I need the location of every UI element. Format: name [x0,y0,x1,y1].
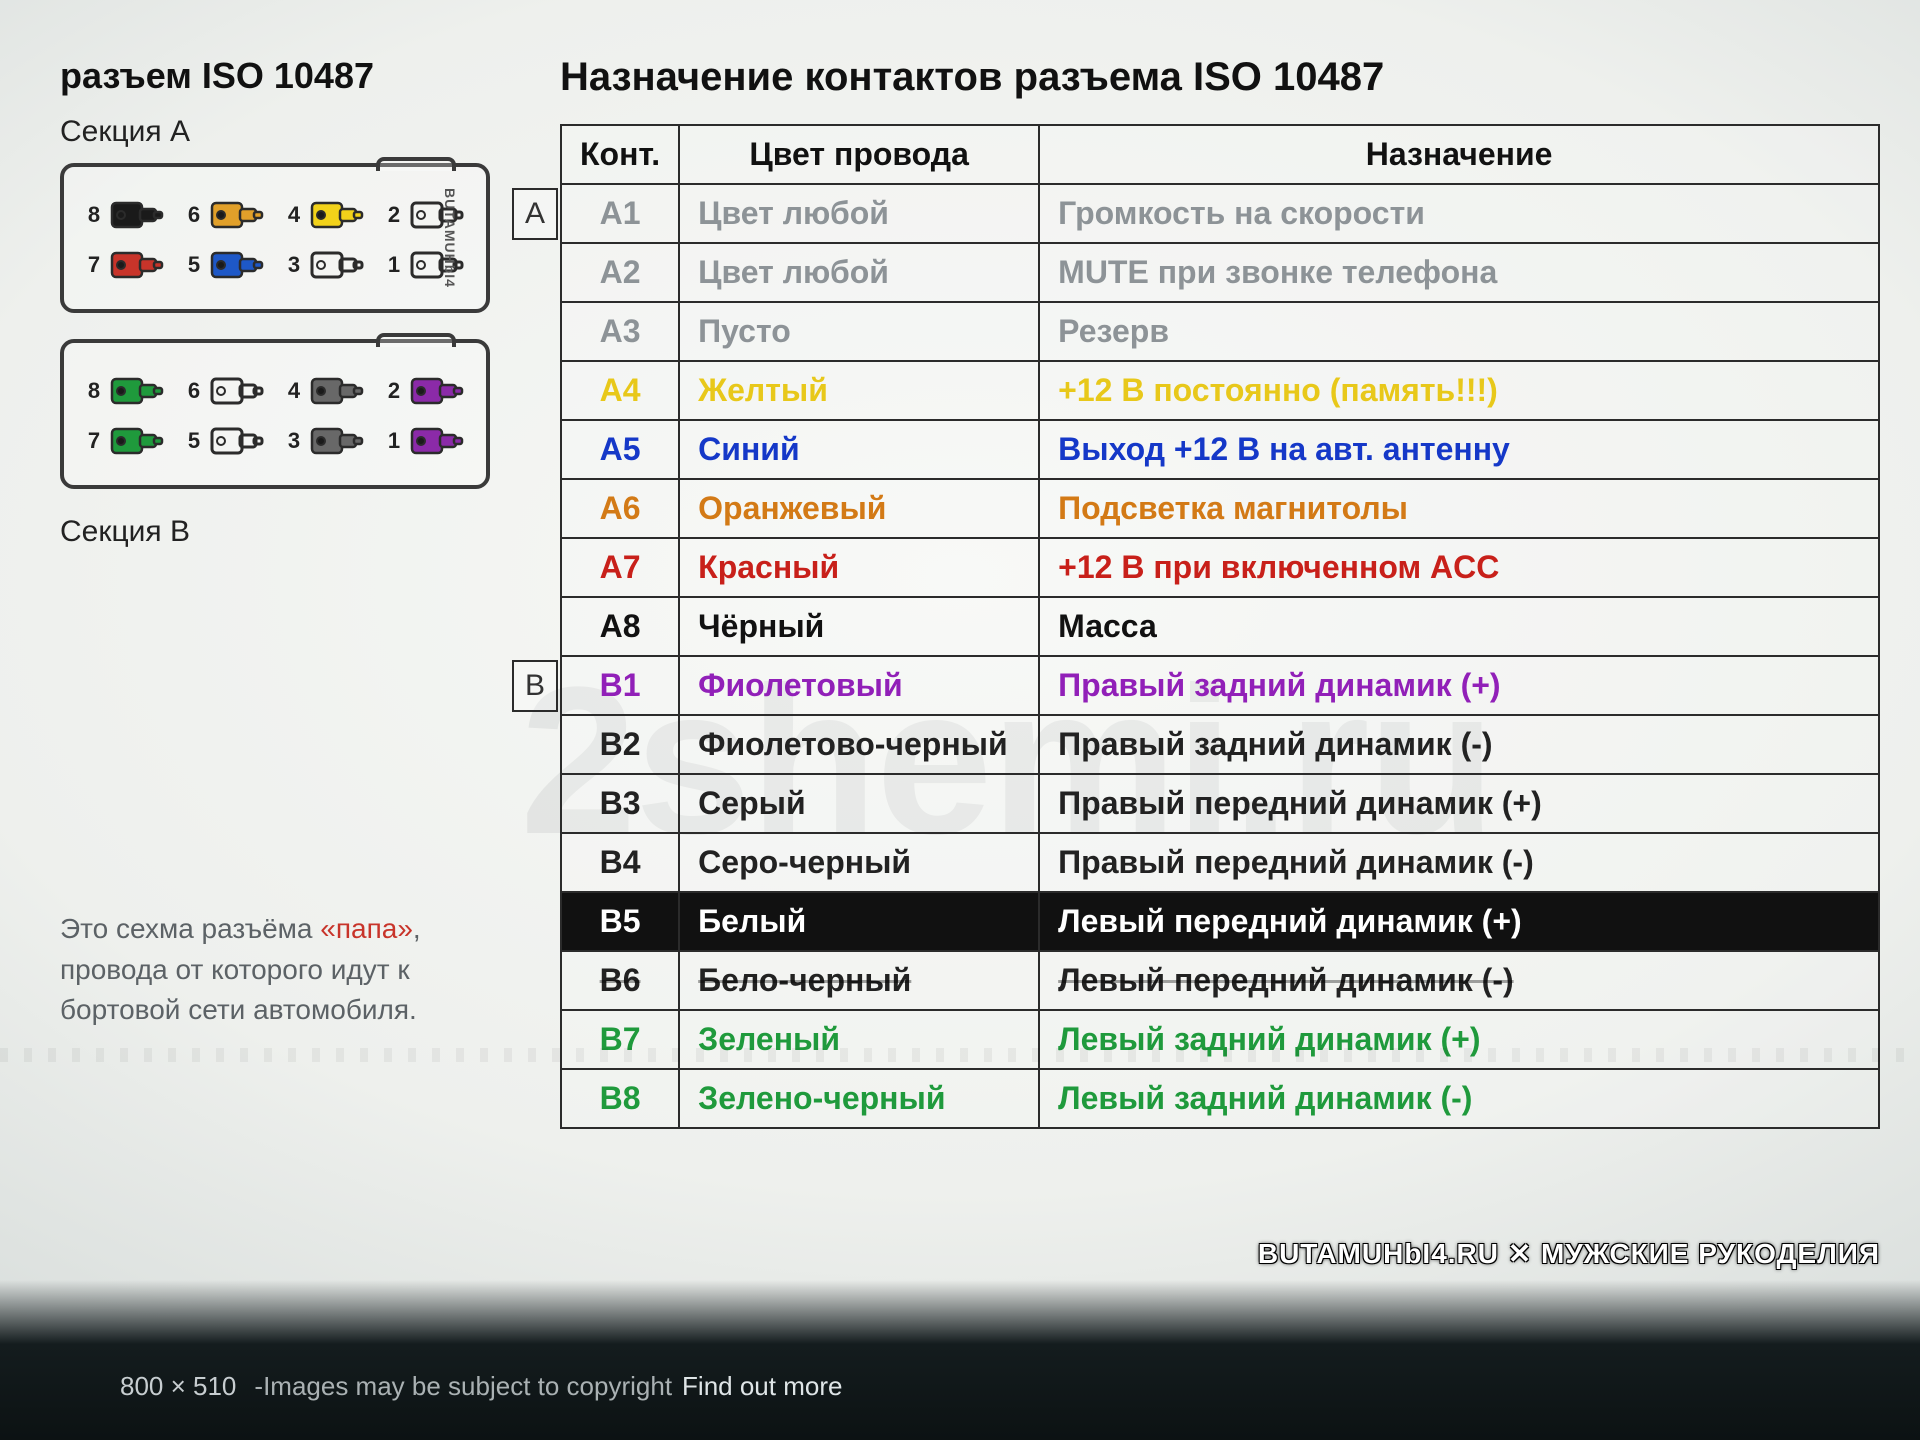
footnote-pre: Это сехма разъёма [60,913,320,944]
row-B3: B3СерыйПравый передний динамик (+) [561,774,1879,833]
row-A5: A5СинийВыход +12 В на авт. антенну [561,420,1879,479]
stage: { "watermark_center": "2shemi.ru", "wate… [0,0,1920,1440]
left-column: разъем ISO 10487 Секция A BUTAMUHbI4 8 6… [60,55,520,1031]
vertical-watermark-a: BUTAMUHbI4 [442,188,458,288]
th-purpose: Назначение [1039,125,1879,184]
connector-b: 8 6 4 2 7 5 3 1 [60,339,490,489]
pin-3: 3 [284,245,366,285]
pin-8: 8 [84,195,166,235]
right-column: Назначение контактов разъема ISO 10487 К… [560,55,1880,1129]
pin-4: 4 [284,195,366,235]
connector-a-tab [376,157,456,171]
side-tag-A: A [512,188,558,240]
row-A8: A8ЧёрныйМасса [561,597,1879,656]
connector-b-tab [376,333,456,347]
section-b-label: Секция B [60,515,520,549]
connector-a: BUTAMUHbI4 8 6 4 2 7 5 3 1 [60,163,490,313]
table-title: Назначение контактов разъема ISO 10487 [560,55,1880,100]
copyright-text: Images may be subject to copyright [263,1371,672,1402]
th-pin: Конт. [561,125,679,184]
row-A6: A6ОранжевыйПодсветка магнитолы [561,479,1879,538]
pin-6: 6 [184,195,266,235]
pin-2: 2 [384,371,466,411]
pin-8: 8 [84,371,166,411]
pin-6: 6 [184,371,266,411]
find-out-more-link[interactable]: Find out more [682,1371,842,1402]
row-B7: B7ЗеленыйЛевый задний динамик (+) [561,1010,1879,1069]
caption-sep: - [254,1371,263,1402]
row-B8: B8Зелено-черныйЛевый задний динамик (-) [561,1069,1879,1128]
pin-4: 4 [284,371,366,411]
th-wire: Цвет провода [679,125,1039,184]
image-dims: 800 × 510 [120,1371,236,1402]
row-A3: A3ПустоРезерв [561,302,1879,361]
row-B2: B2Фиолетово-черныйПравый задний динамик … [561,715,1879,774]
row-B1: B1ФиолетовыйПравый задний динамик (+) [561,656,1879,715]
table-wrap: Конт. Цвет провода Назначение A1Цвет люб… [560,124,1880,1129]
row-B4: B4Серо-черныйПравый передний динамик (-) [561,833,1879,892]
pin-5: 5 [184,421,266,461]
row-A4: A4Желтый+12 В постоянно (память!!!) [561,361,1879,420]
row-A1: A1Цвет любойГромкость на скорости [561,184,1879,243]
footnote-quoted: «папа» [320,913,413,944]
pin-3: 3 [284,421,366,461]
pin-1: 1 [384,421,466,461]
caption-bar: 800 × 510 - Images may be subject to cop… [0,1280,1920,1440]
pin-7: 7 [84,421,166,461]
pinout-table: Конт. Цвет провода Назначение A1Цвет люб… [560,124,1880,1129]
left-title: разъем ISO 10487 [60,55,520,97]
row-B5: B5БелыйЛевый передний динамик (+) [561,892,1879,951]
pin-7: 7 [84,245,166,285]
row-B6: B6Бело-черныйЛевый передний динамик (-) [561,951,1879,1010]
section-a-label: Секция A [60,115,520,149]
corner-watermark: BUTAMUHbI4.RU ✕ МУЖСКИЕ РУКОДЕЛИЯ [1258,1237,1880,1270]
row-A2: A2Цвет любойMUTE при звонке телефона [561,243,1879,302]
row-A7: A7Красный+12 В при включенном ACC [561,538,1879,597]
footnote: Это сехма разъёма «папа», провода от кот… [60,909,520,1031]
side-tag-B: B [512,660,558,712]
pin-5: 5 [184,245,266,285]
